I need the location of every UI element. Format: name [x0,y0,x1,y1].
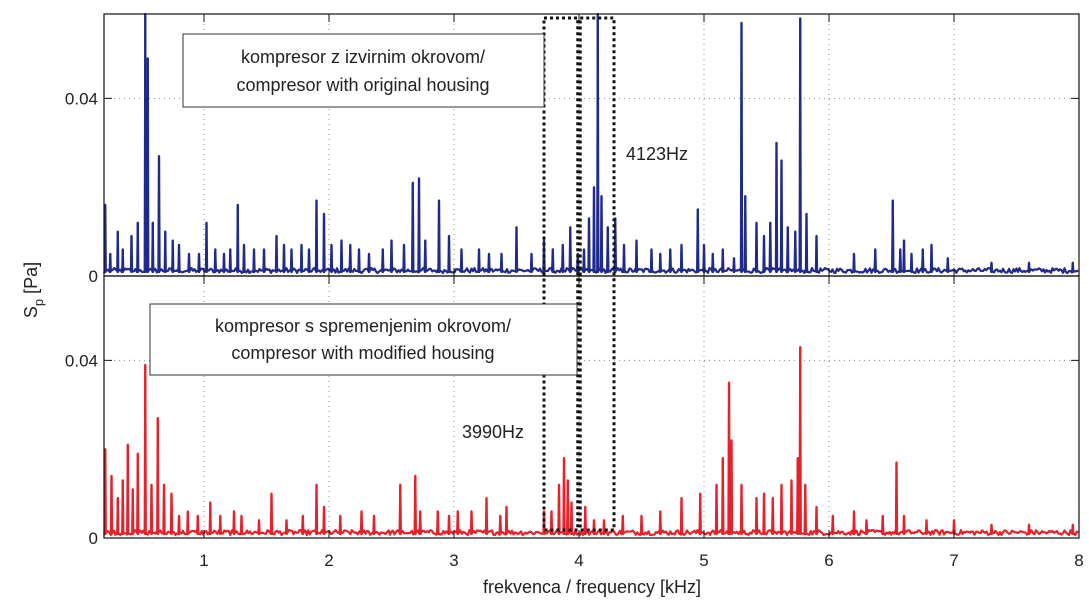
x-axis-label: frekvenca / frequency [kHz] [483,577,701,597]
y-axis-label-unit: [Pa] [21,262,41,299]
legend-bottom-box [149,303,578,376]
legend-bottom-line-1: kompresor s spremenjenim okrovom/ [215,316,511,336]
legend-top-line-1: kompresor z izvirnim okrovom/ [241,47,485,67]
series-line-bottom [102,346,1079,537]
highlight-box-0 [542,16,580,532]
ytick-label-bottom-0: 0 [89,529,98,548]
xtick-label-6: 6 [824,551,833,570]
axes-frame-bottom [103,275,1080,539]
legend-top-line-2: compresor with original housing [236,75,489,95]
ytick-label-bottom-1: 0.04 [65,351,98,370]
legend-top: kompresor z izvirnim okrovom/ compresor … [182,33,545,108]
xtick-label-5: 5 [699,551,708,570]
xtick-label-1: 1 [199,551,208,570]
xtick-label-8: 8 [1074,551,1083,570]
y-axis-label: Sp [Pa] [21,262,46,318]
axes-frames [103,13,1080,539]
xtick-label-2: 2 [324,551,333,570]
legend-bottom-line-2: compresor with modified housing [231,343,494,363]
y-axis-label-main: S [21,306,41,318]
xtick-label-3: 3 [449,551,458,570]
axis-ticks: 0 0.04 0 0.04 1 2 3 4 5 6 7 8 [65,14,1084,570]
annotation-3990hz: 3990Hz [462,422,524,442]
xtick-label-7: 7 [949,551,958,570]
xtick-label-4: 4 [574,551,583,570]
highlight-box-1 [578,16,616,532]
ytick-label-top-1: 0.04 [65,89,98,108]
legend-top-box [182,33,545,108]
series-layer [102,12,1079,537]
y-axis-label-sub: p [31,299,46,306]
ytick-label-top-0: 0 [89,267,98,286]
annotation-4123hz: 4123Hz [626,144,688,164]
highlight-boxes [542,16,616,532]
legend-bottom: kompresor s spremenjenim okrovom/ compre… [149,303,578,376]
